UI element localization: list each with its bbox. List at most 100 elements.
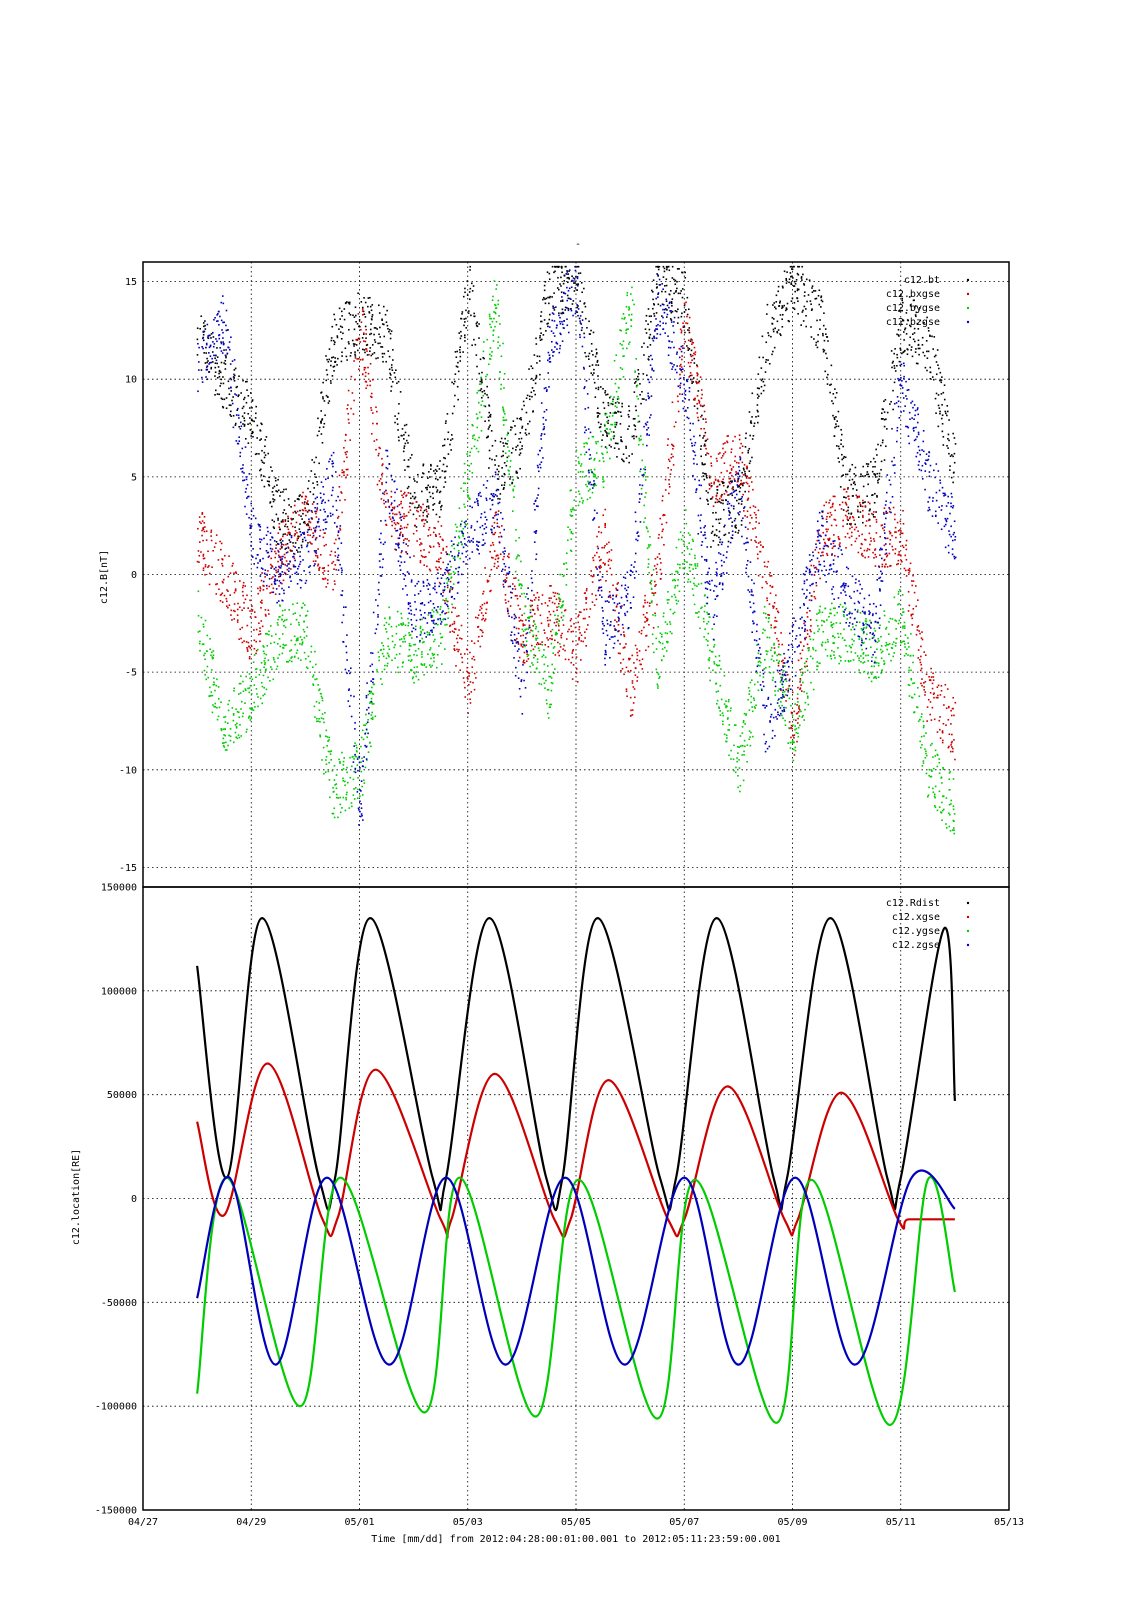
scatter-point (325, 543, 327, 546)
scatter-point (306, 667, 309, 670)
scatter-point (892, 360, 894, 363)
scatter-point (472, 285, 475, 287)
scatter-point (394, 415, 396, 417)
scatter-point (429, 476, 431, 478)
scatter-point (588, 352, 591, 355)
scatter-point (514, 570, 517, 573)
scatter-point (686, 313, 689, 316)
scatter-point (696, 402, 698, 405)
scatter-point (264, 454, 267, 456)
scatter-point (827, 538, 829, 540)
scatter-point (330, 382, 332, 384)
scatter-point (833, 554, 836, 557)
scatter-point (757, 410, 759, 413)
scatter-point (242, 379, 244, 382)
scatter-point (254, 616, 257, 618)
scatter-point (608, 396, 611, 399)
scatter-point (278, 585, 280, 587)
scatter-point (475, 324, 478, 327)
scatter-point (391, 659, 393, 662)
scatter-point (229, 739, 232, 742)
scatter-point (342, 764, 345, 766)
scatter-point (588, 320, 590, 323)
scatter-point (612, 398, 614, 401)
scatter-point (547, 325, 549, 328)
scatter-point (409, 634, 412, 636)
scatter-point (415, 675, 418, 678)
scatter-point (728, 481, 730, 483)
scatter-point (862, 465, 865, 468)
scatter-point (312, 674, 315, 676)
scatter-point (835, 524, 838, 527)
scatter-point (207, 566, 209, 568)
scatter-point (867, 556, 870, 558)
scatter-point (370, 354, 373, 357)
scatter-point (935, 373, 938, 376)
scatter-point (798, 709, 801, 711)
scatter-point (915, 633, 918, 636)
scatter-point (748, 470, 751, 472)
scatter-point (365, 333, 367, 335)
scatter-point (393, 507, 395, 510)
scatter-point (492, 334, 494, 336)
scatter-point (571, 656, 574, 659)
scatter-point (317, 548, 319, 550)
scatter-point (358, 368, 360, 371)
scatter-point (466, 666, 469, 669)
scatter-point (558, 650, 561, 652)
scatter-point (468, 454, 471, 457)
scatter-point (651, 592, 654, 594)
scatter-point (408, 476, 411, 479)
scatter-point (369, 701, 372, 703)
scatter-point (720, 457, 723, 459)
scatter-point (735, 527, 737, 529)
scatter-point (814, 290, 817, 292)
scatter-point (339, 796, 342, 799)
scatter-point (548, 675, 551, 678)
scatter-point (476, 392, 478, 394)
scatter-point (524, 428, 527, 431)
scatter-point (924, 691, 927, 693)
scatter-point (382, 305, 385, 308)
scatter-point (542, 677, 545, 680)
scatter-point (844, 514, 847, 517)
scatter-point (911, 355, 914, 358)
scatter-point (809, 300, 812, 302)
scatter-point (241, 415, 244, 418)
scatter-point (201, 534, 203, 537)
scatter-point (463, 482, 465, 485)
scatter-point (914, 340, 916, 343)
scatter-point (911, 333, 914, 336)
scatter-point (212, 657, 215, 659)
scatter-point (215, 542, 217, 545)
scatter-point (199, 328, 202, 330)
scatter-point (717, 518, 720, 521)
scatter-point (753, 422, 756, 425)
scatter-point (444, 599, 446, 602)
scatter-point (803, 295, 806, 297)
scatter-point (417, 510, 419, 513)
scatter-point (416, 666, 418, 668)
scatter-point (740, 503, 743, 505)
scatter-point (608, 590, 611, 593)
scatter-point (649, 344, 652, 346)
scatter-point (420, 549, 422, 552)
scatter-point (533, 656, 535, 659)
scatter-point (710, 532, 713, 534)
scatter-point (557, 651, 559, 654)
scatter-point (830, 364, 833, 367)
scatter-point (318, 567, 320, 570)
scatter-point (465, 327, 468, 329)
scatter-point (546, 665, 549, 667)
scatter-point (289, 650, 291, 652)
scatter-point (538, 360, 541, 362)
scatter-point (930, 667, 932, 670)
scatter-point (580, 497, 583, 499)
scatter-point (797, 300, 799, 303)
scatter-point (200, 369, 203, 371)
scatter-point (572, 664, 575, 666)
scatter-point (318, 426, 321, 429)
scatter-point (400, 525, 402, 527)
scatter-point (662, 513, 665, 516)
scatter-point (790, 282, 793, 284)
